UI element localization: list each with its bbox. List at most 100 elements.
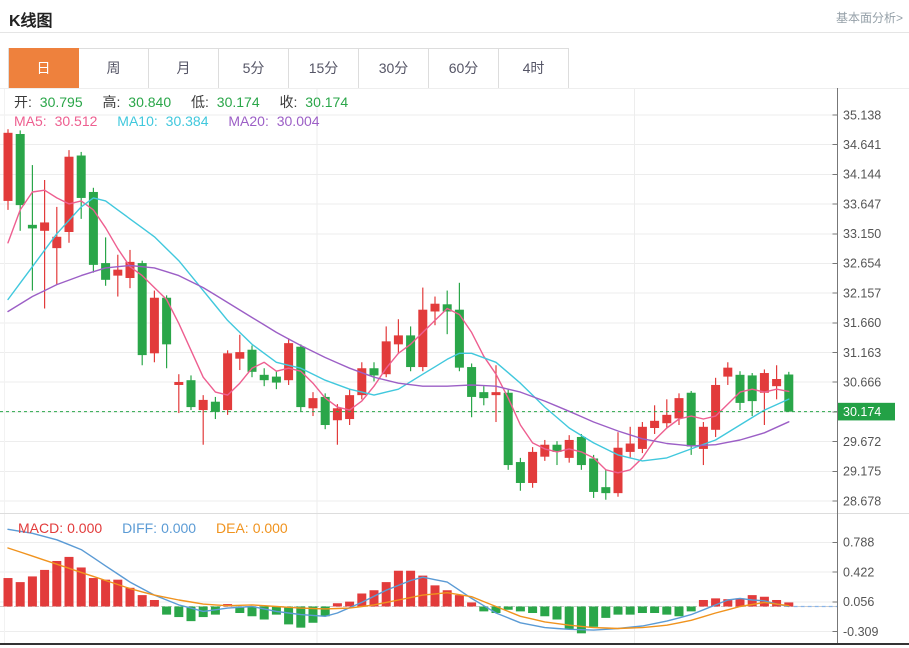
tab-日[interactable]: 日 bbox=[9, 48, 79, 89]
macd-bar bbox=[698, 599, 708, 607]
kline-chart-svg: 35.138 34.641 34.144 33.647 33.150 32.654 32.1… bbox=[0, 88, 909, 645]
candle-body bbox=[454, 309, 464, 368]
tab-60分[interactable]: 60分 bbox=[429, 48, 499, 89]
candles bbox=[3, 129, 794, 500]
svg-text:-0.309: -0.309 bbox=[843, 625, 878, 639]
macd-bar bbox=[772, 599, 782, 607]
candle-body bbox=[223, 353, 233, 411]
candle-body bbox=[576, 436, 586, 466]
svg-text:0.788: 0.788 bbox=[843, 536, 874, 550]
gridlines bbox=[0, 88, 909, 644]
macd-bar bbox=[747, 595, 757, 607]
macd-bar bbox=[418, 575, 428, 607]
tab-15分[interactable]: 15分 bbox=[289, 48, 359, 89]
macd-bar bbox=[479, 606, 489, 612]
candle-body bbox=[210, 401, 220, 412]
macd-bar bbox=[137, 595, 147, 607]
macd-bar bbox=[357, 593, 367, 607]
candle-body bbox=[784, 374, 794, 412]
tab-5分[interactable]: 5分 bbox=[219, 48, 289, 89]
tab-月[interactable]: 月 bbox=[149, 48, 219, 89]
macd-bar bbox=[576, 606, 586, 634]
candle-body bbox=[772, 379, 782, 387]
candle-body bbox=[149, 297, 159, 354]
dea-value: 0.000 bbox=[252, 520, 288, 536]
svg-text:0.422: 0.422 bbox=[843, 565, 874, 579]
candle-body bbox=[686, 392, 696, 447]
candle-body bbox=[162, 297, 172, 345]
candle-body bbox=[503, 392, 513, 466]
candle-body bbox=[467, 367, 477, 397]
macd-bar bbox=[308, 606, 318, 623]
candle-body bbox=[186, 380, 196, 408]
macd-bar bbox=[723, 599, 733, 607]
macd-bar bbox=[711, 598, 721, 607]
tab-30分[interactable]: 30分 bbox=[359, 48, 429, 89]
macd-bar bbox=[332, 603, 342, 607]
svg-text:29.672: 29.672 bbox=[843, 435, 881, 449]
macd-bar bbox=[735, 598, 745, 607]
candle-body bbox=[479, 392, 489, 399]
dea-label: DEA: bbox=[216, 520, 249, 536]
ma10-label: MA10: bbox=[117, 113, 158, 129]
open-value: 30.795 bbox=[39, 94, 83, 110]
candle-body bbox=[601, 487, 611, 494]
candle-body bbox=[711, 384, 721, 430]
macd-bar bbox=[381, 582, 391, 607]
macd-bar bbox=[564, 606, 574, 630]
svg-text:29.175: 29.175 bbox=[843, 465, 881, 479]
macd-bar bbox=[467, 602, 477, 607]
macd-bar bbox=[162, 606, 172, 615]
macd-bar bbox=[40, 569, 50, 607]
dea-line bbox=[7, 547, 790, 630]
ohlc-legend: 开: 30.795 高: 30.840 低: 30.174 收: 30.174 bbox=[14, 92, 352, 112]
tab-4时[interactable]: 4时 bbox=[499, 48, 569, 89]
candle-body bbox=[589, 458, 599, 492]
axes bbox=[0, 88, 909, 645]
macd-bar bbox=[3, 578, 13, 607]
macd-bar bbox=[64, 556, 74, 607]
candle-body bbox=[88, 191, 98, 265]
candle-body bbox=[613, 447, 623, 494]
svg-text:34.641: 34.641 bbox=[843, 138, 881, 152]
tab-周[interactable]: 周 bbox=[79, 48, 149, 89]
macd-bar bbox=[186, 606, 196, 622]
svg-text:33.150: 33.150 bbox=[843, 227, 881, 241]
candle-body bbox=[113, 269, 123, 276]
high-value: 30.840 bbox=[128, 94, 172, 110]
svg-text:34.144: 34.144 bbox=[843, 168, 881, 182]
candle-body bbox=[308, 398, 318, 409]
candle-body bbox=[3, 132, 13, 201]
macd-bar bbox=[515, 606, 525, 612]
low-value: 30.174 bbox=[216, 94, 260, 110]
candle-body bbox=[540, 444, 550, 457]
current-price-badge: 30.174 bbox=[838, 402, 895, 421]
candle-body bbox=[528, 451, 538, 483]
svg-text:0.056: 0.056 bbox=[843, 595, 874, 609]
macd-bar bbox=[637, 606, 647, 614]
candle-body bbox=[393, 335, 403, 345]
macd-bar bbox=[540, 606, 550, 617]
macd-bar bbox=[686, 606, 696, 612]
macd-bar bbox=[552, 606, 562, 620]
macd-bar bbox=[406, 570, 416, 607]
ma5-value: 30.512 bbox=[54, 113, 98, 129]
ma20-line bbox=[7, 264, 790, 447]
macd-bar bbox=[52, 560, 62, 607]
close-label: 收: bbox=[279, 94, 298, 110]
candle-body bbox=[552, 444, 562, 452]
candle-body bbox=[137, 263, 147, 356]
macd-bar bbox=[650, 606, 660, 614]
candle-body bbox=[198, 399, 208, 411]
fundamental-analysis-link[interactable]: 基本面分析> bbox=[835, 11, 903, 25]
candle-body bbox=[27, 224, 37, 229]
candle-body bbox=[345, 395, 355, 420]
chart-area[interactable]: 35.138 34.641 34.144 33.647 33.150 32.654 32.1… bbox=[0, 88, 909, 648]
macd-bar bbox=[125, 587, 135, 607]
macd-value: 0.000 bbox=[67, 520, 103, 536]
macd-bar bbox=[662, 606, 672, 615]
diff-label: DIFF: bbox=[122, 520, 158, 536]
macd-bar bbox=[174, 606, 184, 618]
macd-bar bbox=[442, 590, 452, 607]
svg-text:33.647: 33.647 bbox=[843, 197, 881, 211]
